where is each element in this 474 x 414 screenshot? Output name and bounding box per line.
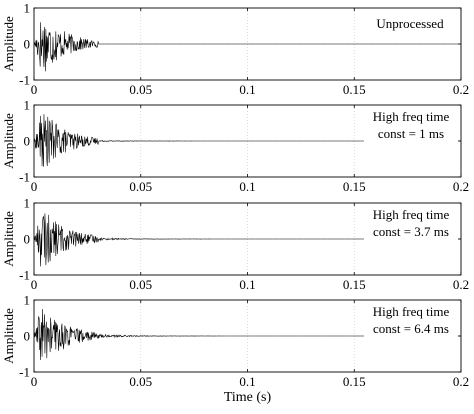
annotation-text: High freq time bbox=[373, 304, 450, 319]
x-tick-label: 0.1 bbox=[239, 277, 255, 292]
signal-trace bbox=[33, 22, 461, 72]
x-tick-label: 0 bbox=[31, 179, 38, 194]
x-tick-label: 0.05 bbox=[129, 179, 152, 194]
y-tick-label: 1 bbox=[24, 196, 31, 211]
y-axis-label: Amplitude bbox=[1, 211, 16, 267]
y-tick-label: -1 bbox=[19, 170, 30, 185]
y-tick-label: 1 bbox=[24, 1, 31, 16]
annotation-text: const = 6.4 ms bbox=[373, 321, 449, 336]
x-tick-label: 0.2 bbox=[453, 277, 469, 292]
x-tick-label: 0.15 bbox=[343, 374, 366, 389]
annotation-text: High freq time bbox=[373, 109, 450, 124]
annotation-text: Unprocessed bbox=[376, 16, 444, 31]
x-tick-label: 0 bbox=[31, 374, 38, 389]
x-tick-label: 0.1 bbox=[239, 82, 255, 97]
annotation-background bbox=[364, 302, 458, 338]
y-tick-label: -1 bbox=[19, 73, 30, 88]
y-tick-label: 1 bbox=[24, 293, 31, 308]
annotation-text: High freq time bbox=[373, 207, 450, 222]
x-tick-label: 0.2 bbox=[453, 82, 469, 97]
x-axis-label: Time (s) bbox=[224, 390, 272, 405]
x-tick-label: 0.05 bbox=[129, 374, 152, 389]
y-axis-label: Amplitude bbox=[1, 308, 16, 364]
y-tick-label: 0 bbox=[24, 329, 31, 344]
x-tick-label: 0.05 bbox=[129, 277, 152, 292]
annotation-text: const = 1 ms bbox=[378, 126, 444, 141]
x-tick-label: 0.15 bbox=[343, 82, 366, 97]
x-tick-label: 0 bbox=[31, 82, 38, 97]
annotation-text: const = 3.7 ms bbox=[373, 224, 449, 239]
x-tick-label: 0 bbox=[31, 277, 38, 292]
x-tick-label: 0.2 bbox=[453, 179, 469, 194]
x-tick-label: 0.1 bbox=[239, 179, 255, 194]
y-tick-label: 0 bbox=[24, 37, 31, 52]
x-tick-label: 0.1 bbox=[239, 374, 255, 389]
annotation-background bbox=[364, 107, 458, 143]
y-tick-label: -1 bbox=[19, 365, 30, 380]
x-tick-label: 0.2 bbox=[453, 374, 469, 389]
y-axis-label: Amplitude bbox=[1, 113, 16, 169]
x-tick-label: 0.05 bbox=[129, 82, 152, 97]
y-tick-label: -1 bbox=[19, 268, 30, 283]
y-tick-label: 0 bbox=[24, 134, 31, 149]
x-tick-label: 0.15 bbox=[343, 179, 366, 194]
y-tick-label: 0 bbox=[24, 232, 31, 247]
x-tick-label: 0.15 bbox=[343, 277, 366, 292]
y-axis-label: Amplitude bbox=[1, 16, 16, 72]
y-tick-label: 1 bbox=[24, 98, 31, 113]
annotation-background bbox=[364, 205, 458, 241]
